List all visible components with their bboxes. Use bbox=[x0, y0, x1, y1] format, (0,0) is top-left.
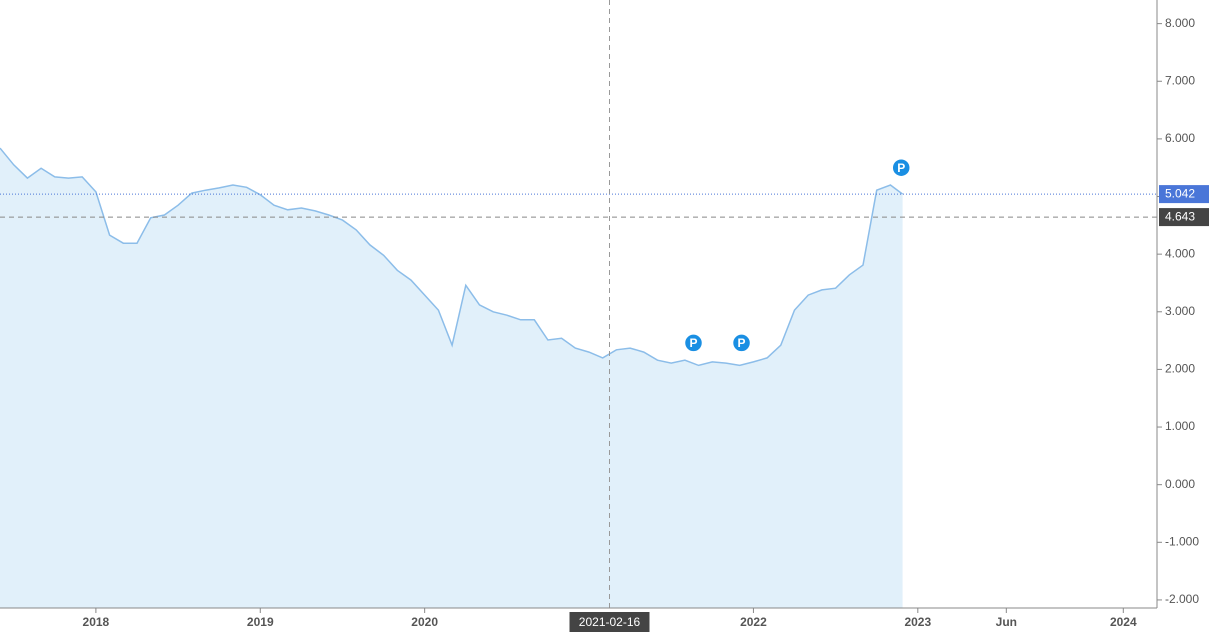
y-tick-label: 8.000 bbox=[1165, 16, 1195, 30]
p-marker-label: P bbox=[738, 336, 746, 350]
x-tick-label: 2022 bbox=[740, 615, 767, 629]
y-tick-label: 7.000 bbox=[1165, 73, 1195, 87]
price-line bbox=[0, 147, 904, 367]
x-tick-label: Jun bbox=[996, 615, 1017, 629]
p-marker-label: P bbox=[689, 336, 697, 350]
x-tick-label: 2024 bbox=[1110, 615, 1137, 629]
y-tick-label: 4.000 bbox=[1165, 246, 1195, 260]
y-tick-label: 0.000 bbox=[1165, 477, 1195, 491]
last-price-label: 5.042 bbox=[1165, 186, 1195, 200]
prev-close-label: 4.643 bbox=[1165, 209, 1195, 223]
x-tick-label: 2018 bbox=[83, 615, 110, 629]
crosshair-box bbox=[569, 612, 650, 632]
p-marker bbox=[683, 333, 704, 353]
p-marker-label: P bbox=[897, 161, 905, 175]
y-tick-label: 2.000 bbox=[1165, 362, 1195, 376]
prev-close-box bbox=[1159, 208, 1209, 227]
x-tick-label: 2019 bbox=[247, 615, 274, 629]
y-tick-label: 6.000 bbox=[1165, 131, 1195, 145]
y-tick-label: -1.000 bbox=[1165, 534, 1199, 548]
y-tick-label: 1.000 bbox=[1165, 419, 1195, 433]
p-marker bbox=[891, 157, 911, 178]
crosshair-label: 2021-02-16 bbox=[579, 615, 641, 629]
area-fill bbox=[0, 148, 903, 608]
p-marker bbox=[731, 333, 752, 353]
x-tick-label: 2020 bbox=[411, 615, 438, 629]
last-price-box bbox=[1159, 185, 1209, 204]
y-tick-label: 3.000 bbox=[1165, 304, 1195, 318]
y-tick-label: -2.000 bbox=[1165, 592, 1199, 606]
x-tick-label: 2023 bbox=[904, 615, 931, 629]
